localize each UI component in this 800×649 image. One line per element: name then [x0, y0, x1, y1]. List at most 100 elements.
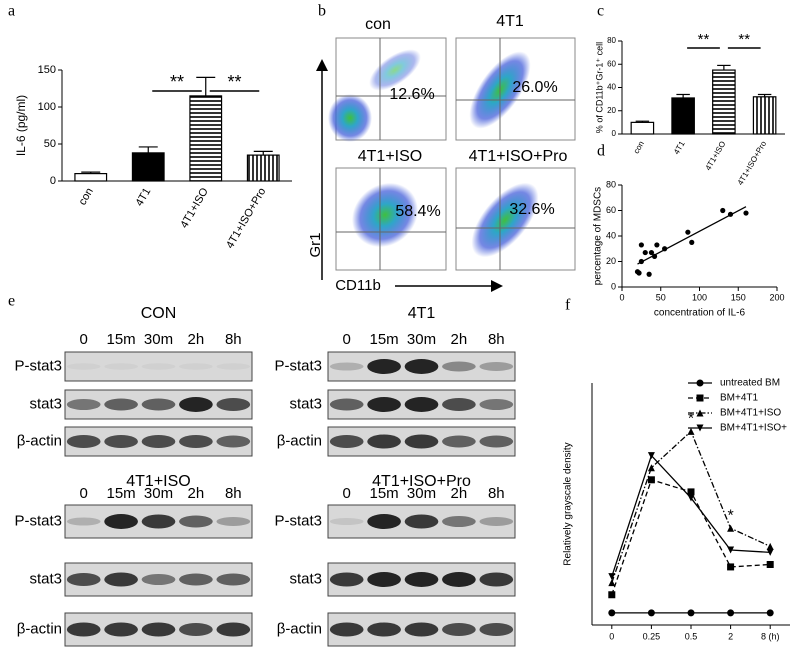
bar: [131, 152, 165, 182]
blot-band: [479, 435, 514, 448]
blot-band: [367, 622, 401, 637]
blot-band: [104, 622, 138, 637]
blot-band: [104, 514, 138, 529]
bar: [189, 95, 223, 182]
marker: [766, 548, 774, 556]
timepoint-label: 0: [80, 331, 88, 348]
row-label: β-actin: [17, 620, 62, 637]
point: [648, 249, 655, 256]
x-tick-label: 4T1+ISO: [704, 140, 728, 172]
blot-band: [179, 515, 213, 528]
y-axis-label: percentage of MDSCs: [593, 187, 604, 285]
x-tick-label: 100: [692, 292, 707, 302]
blot-band: [404, 514, 439, 529]
flow-percent: 32.6%: [509, 201, 554, 218]
y-tick-label: 40: [606, 230, 616, 240]
y-tick-label: 150: [38, 64, 56, 76]
blot-strip: [64, 351, 253, 382]
point: [646, 271, 652, 277]
x-tick-label: 150: [731, 292, 746, 302]
flow-percent: 58.4%: [395, 203, 440, 220]
legend-marker: [696, 379, 704, 387]
blot-band: [66, 363, 101, 370]
x-tick-label: 4T1+ISO+Pro: [224, 186, 268, 251]
flow-plot: [328, 37, 447, 142]
bar: [671, 97, 695, 135]
blot-band: [179, 573, 213, 586]
blot-band: [479, 572, 514, 587]
blot-band: [404, 622, 439, 637]
marker: [608, 609, 616, 617]
point: [662, 246, 668, 252]
x-tick-label: 2: [728, 631, 733, 641]
y-axis-label: % of CD11b⁺Gr-1⁺ cell: [594, 42, 604, 133]
y-tick-label: 0: [611, 281, 616, 291]
y-tick-label: 20: [607, 106, 616, 115]
marker: [608, 573, 616, 581]
flow-plot: [455, 37, 576, 141]
marker: [766, 561, 774, 568]
flow-plot: [335, 167, 447, 271]
row-label: stat3: [29, 395, 62, 412]
blot-band: [216, 398, 251, 411]
x-tick-label: 0.25: [643, 631, 661, 641]
legend-label: BM+4T1+ISO: [720, 408, 781, 419]
marker: [766, 609, 774, 617]
blot-band: [66, 399, 101, 410]
blot-band: [179, 623, 213, 636]
timepoint-label: 15m: [370, 485, 399, 502]
y-tick-label: 80: [606, 179, 616, 189]
timepoint-label: 15m: [107, 485, 136, 502]
y-tick-label: 0: [612, 129, 617, 138]
charts: 0 50 100 150 IL-6 (pg/ml) con 4T1 4T1+ISO 4T1+IS…: [14, 31, 790, 641]
timepoint-label: 2h: [451, 331, 468, 348]
x-tick-label: 50: [656, 292, 666, 302]
row-label: β-actin: [277, 620, 322, 637]
significance-label: **: [738, 31, 750, 48]
bar: [630, 121, 655, 135]
blot-band: [66, 517, 101, 526]
point: [689, 239, 695, 245]
flow-title: 4T1: [496, 13, 524, 30]
blot-band: [66, 622, 101, 637]
timepoint-label: 30m: [407, 331, 436, 348]
timepoint-label: 8h: [225, 331, 242, 348]
blot-band: [216, 363, 251, 370]
blot-band: [479, 623, 514, 636]
marker: [727, 524, 735, 532]
significance-label: **: [170, 72, 184, 92]
blot-band: [104, 398, 138, 411]
series-line: [611, 430, 771, 583]
panel-label: f: [565, 297, 571, 314]
x-tick-label: con: [77, 186, 96, 207]
marker: [647, 476, 655, 484]
significance-label: *: [688, 411, 694, 428]
row-label: P-stat3: [14, 512, 62, 529]
point: [638, 242, 644, 248]
blot-band: [216, 435, 251, 448]
legend-label: BM+4T1: [720, 393, 759, 404]
legend-marker: [696, 424, 704, 432]
blot-band: [216, 573, 251, 586]
x-tick-label: 200: [769, 292, 784, 302]
timepoint-label: 2h: [451, 485, 468, 502]
point: [636, 270, 642, 276]
bar: [712, 69, 736, 135]
timepoint-label: 15m: [107, 331, 136, 348]
row-label: β-actin: [277, 432, 322, 449]
y-tick-label: 80: [607, 36, 616, 45]
blot-band: [442, 398, 476, 411]
flow-panel: con 4T1 4T1+ISO 4T1+ISO+Pro 12.6% 26.0% …: [307, 13, 576, 294]
row-label: P-stat3: [274, 512, 322, 529]
flow-axis-label: CD11b: [335, 277, 381, 294]
legend-marker: [696, 409, 704, 417]
blot-band: [179, 435, 213, 448]
marker: [766, 542, 774, 550]
row-label: P-stat3: [274, 357, 322, 374]
flow-percent: 26.0%: [512, 79, 557, 96]
blot-band: [442, 435, 476, 448]
timepoint-label: 0: [343, 485, 351, 502]
point: [727, 211, 734, 217]
x-tick-label: 0: [609, 631, 614, 641]
